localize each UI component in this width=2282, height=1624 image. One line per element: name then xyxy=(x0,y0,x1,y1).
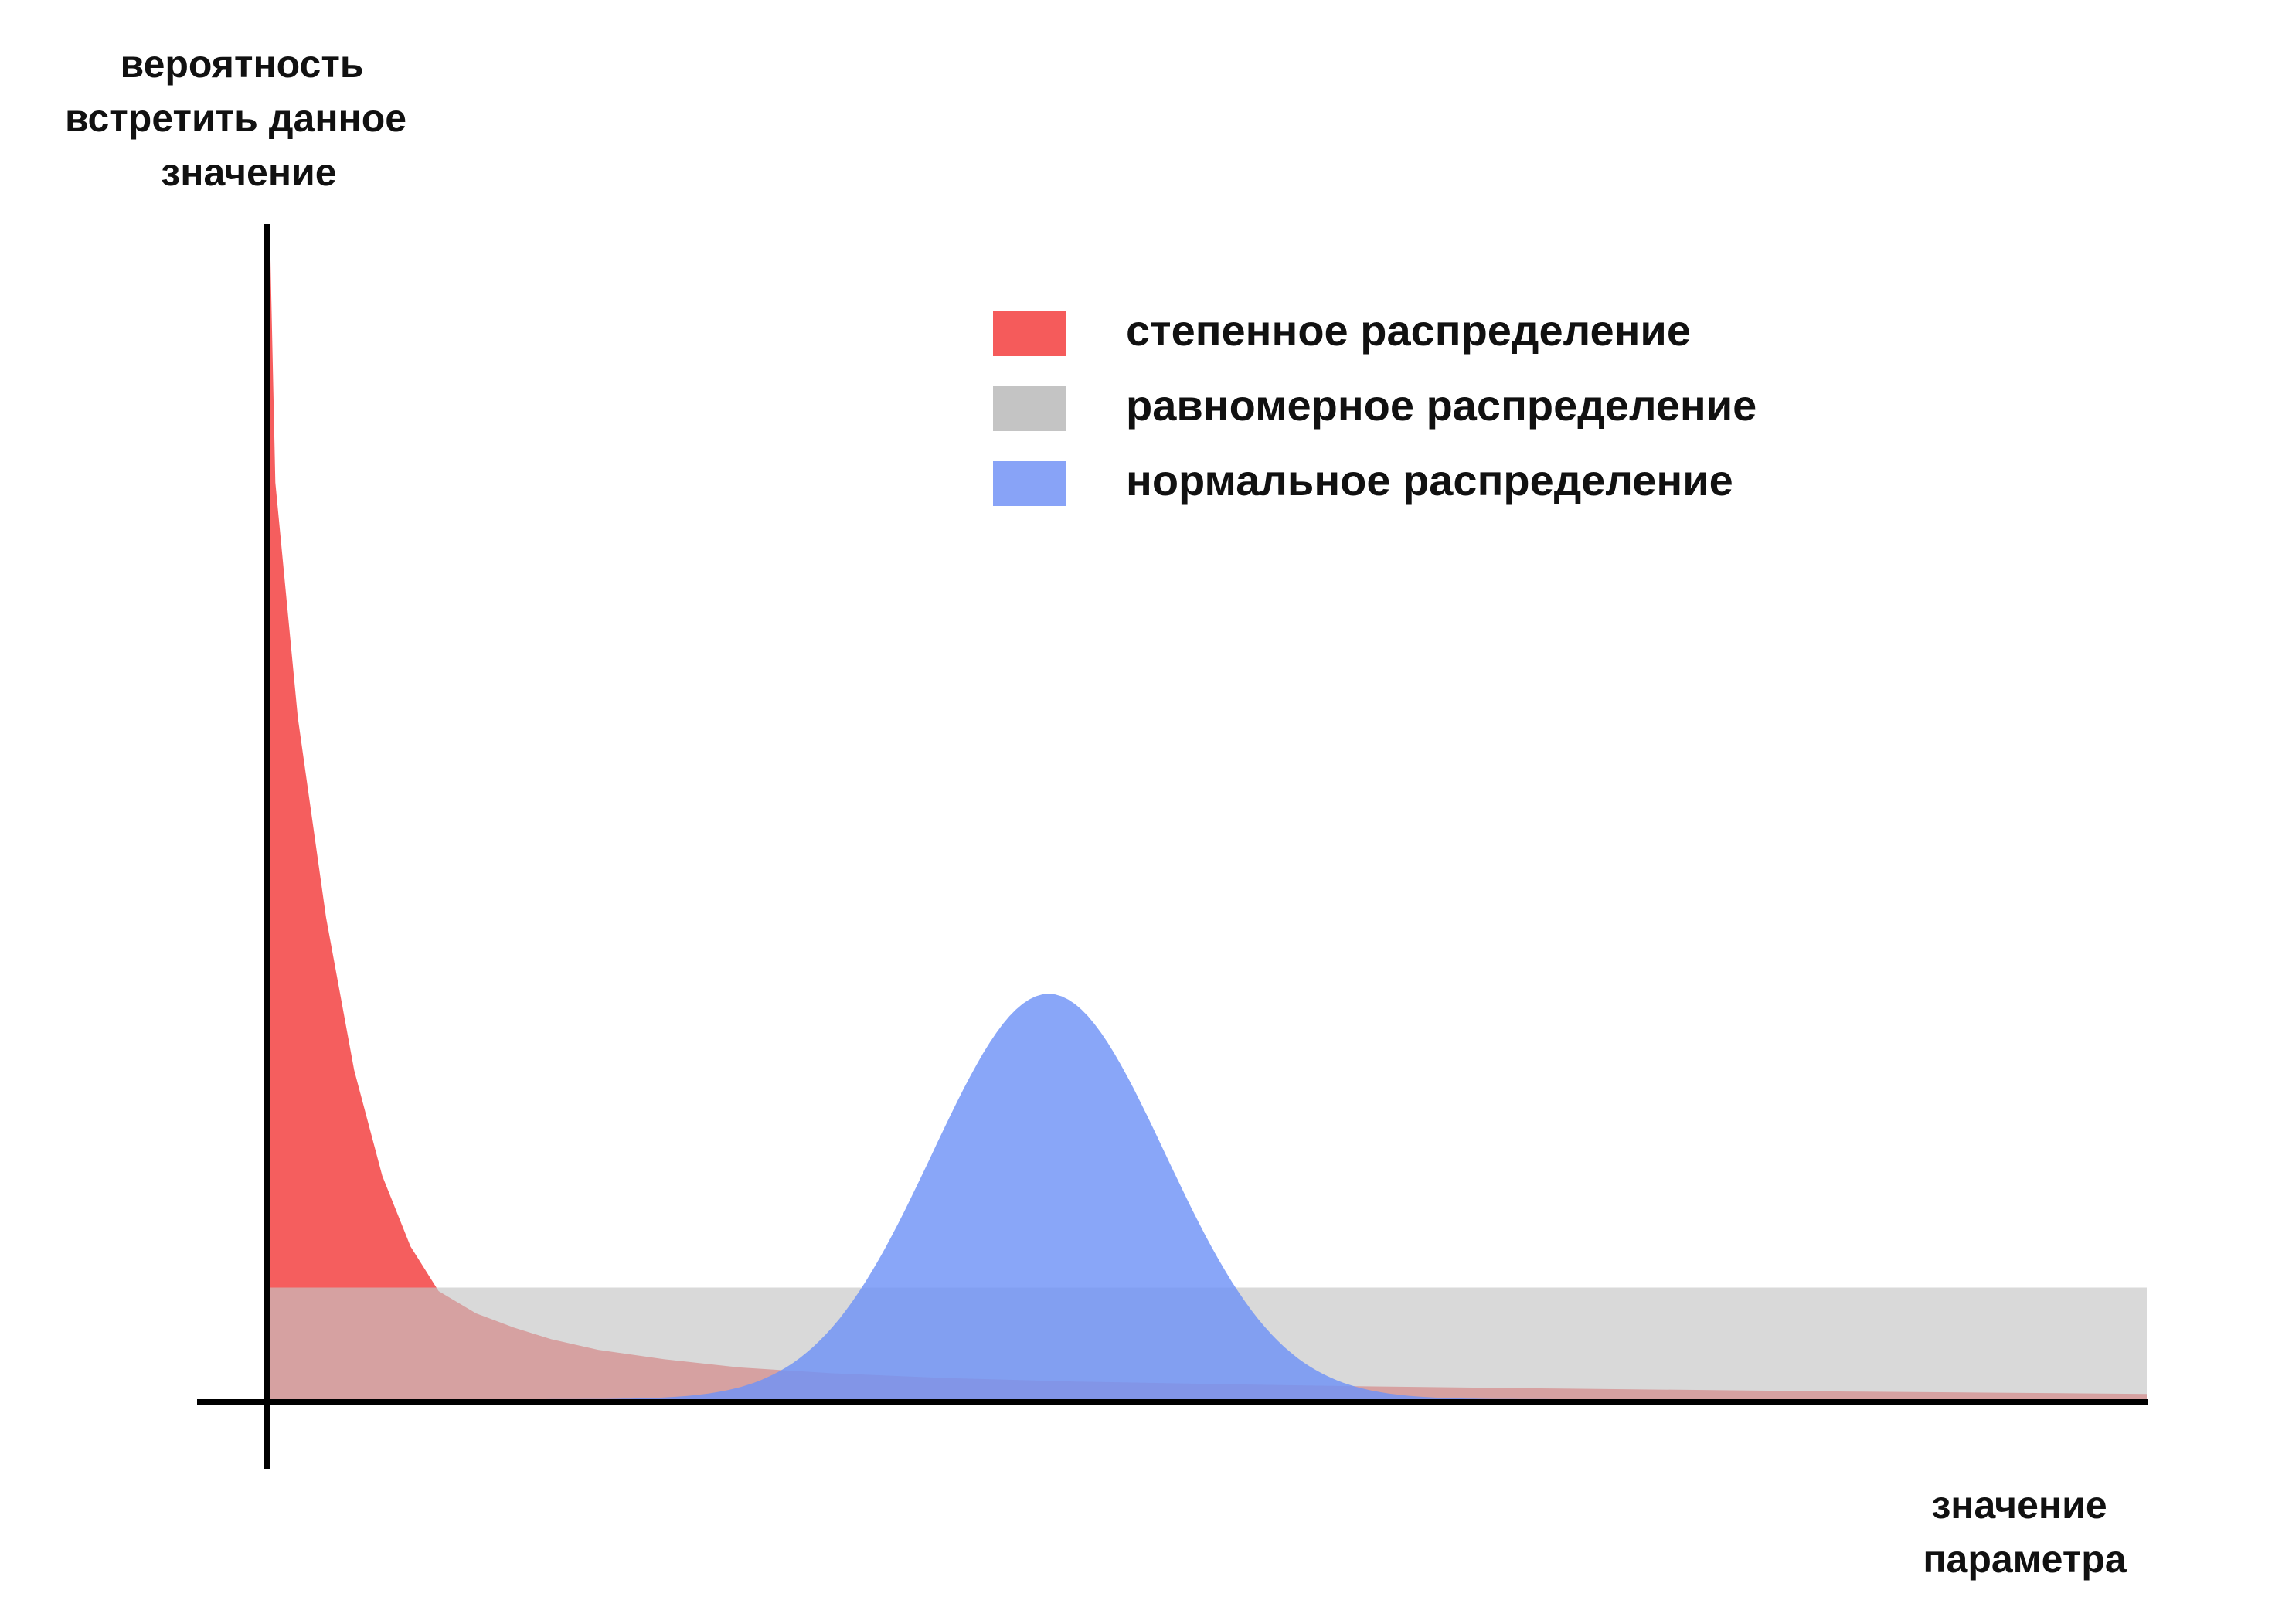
y-axis-title-line-2: встретить данное xyxy=(65,97,406,140)
y-axis-title-line-1: вероятность xyxy=(121,42,364,86)
legend-label-power: степенное распределение xyxy=(1126,306,1691,355)
legend: степенное распределение равномерное расп… xyxy=(993,306,1757,506)
legend-swatch-power xyxy=(993,311,1066,356)
y-axis-title-line-3: значение xyxy=(161,151,336,194)
legend-swatch-normal xyxy=(993,461,1066,506)
normal-distribution-area xyxy=(525,994,1573,1399)
legend-label-uniform: равномерное распределение xyxy=(1126,381,1757,430)
legend-swatch-uniform xyxy=(993,386,1066,431)
x-axis-title: значение параметра xyxy=(1923,1483,2127,1581)
x-axis-title-line-2: параметра xyxy=(1923,1537,2127,1581)
y-axis-title: вероятность встретить данное значение xyxy=(65,42,417,194)
series-layer xyxy=(270,224,2147,1399)
legend-label-normal: нормальное распределение xyxy=(1126,456,1733,505)
x-axis-title-line-1: значение xyxy=(1931,1483,2107,1527)
